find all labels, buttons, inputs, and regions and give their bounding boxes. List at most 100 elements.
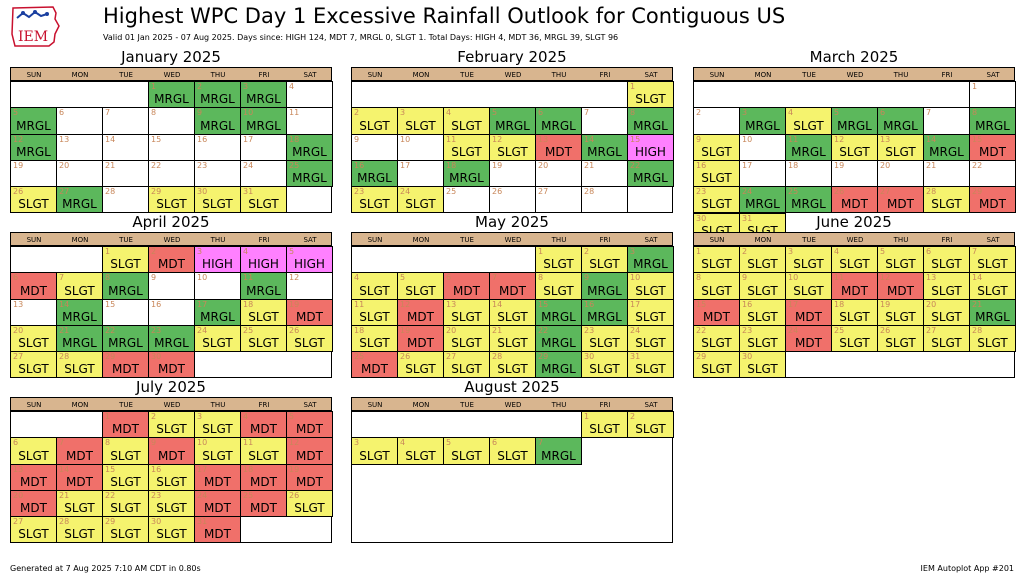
day-cell: 6 MRGL <box>535 107 582 135</box>
weekday-label: WED <box>846 236 864 244</box>
day-number: 12 <box>880 273 891 283</box>
weekday-header: SUN MON TUE WED THU FRI SAT <box>351 397 673 411</box>
risk-label: SLGT <box>747 362 778 377</box>
weekday-label: TUE <box>802 236 816 244</box>
risk-label: MDT <box>887 283 914 298</box>
risk-label: SLGT <box>110 448 141 463</box>
day-cell: 3 SLGT <box>785 246 832 274</box>
day-cell: 7 <box>923 107 970 135</box>
risk-label: MRGL <box>745 118 780 133</box>
day-cell: 30 SLGT <box>581 351 628 379</box>
day-cell: 22 MRGL <box>535 324 582 353</box>
day-cell: 8 SLGT <box>693 272 740 300</box>
day-cell: 31 SLGT <box>627 351 674 379</box>
day-cell: 23 SLGT <box>693 186 740 214</box>
risk-label: SLGT <box>451 362 482 377</box>
day-cell: 18 <box>785 159 832 188</box>
day-cell: 26 SLGT <box>286 324 333 353</box>
risk-label: SLGT <box>110 527 141 542</box>
day-cell: 4 <box>286 81 333 109</box>
generated-timestamp: Generated at 7 Aug 2025 7:10 AM CDT in 0… <box>10 564 201 573</box>
risk-label: MDT <box>361 362 388 377</box>
day-number: 28 <box>972 325 983 335</box>
day-number: 2 <box>151 247 157 256</box>
risk-label: SLGT <box>589 362 620 377</box>
day-cell: 10 SLGT <box>194 437 241 465</box>
weekday-label: THU <box>551 401 567 409</box>
day-cell: 30 SLGT <box>148 516 195 544</box>
day-cell: 17 MRGL <box>194 298 241 326</box>
day-number: 17 <box>788 299 799 309</box>
risk-label: SLGT <box>793 118 824 133</box>
weekday-label: WED <box>163 236 181 244</box>
day-number: 11 <box>289 108 300 118</box>
day-number: 29 <box>972 187 983 197</box>
day-number: 5 <box>13 108 19 118</box>
weekday-label: TUE <box>119 401 133 409</box>
risk-label: MRGL <box>929 144 964 159</box>
day-number: 24 <box>400 187 411 197</box>
day-cell: 23 MRGL <box>148 324 195 353</box>
day-cell: 1 SLGT <box>581 411 628 439</box>
day-number: 3 <box>197 247 203 256</box>
risk-label: SLGT <box>18 197 49 212</box>
day-number: 14 <box>972 273 983 283</box>
logo-text: IEM <box>18 29 48 45</box>
day-cell: 15 MDT <box>693 298 740 326</box>
risk-label: SLGT <box>202 448 233 463</box>
day-cell: 20 SLGT <box>10 324 57 353</box>
day-cell: 8 SLGT <box>102 437 149 465</box>
day-cell: 9 MDT <box>148 437 195 465</box>
day-number: 18 <box>354 325 365 335</box>
risk-label: MDT <box>250 474 277 489</box>
weekday-header: SUN MON TUE WED THU FRI SAT <box>10 397 332 411</box>
day-number: 28 <box>105 187 116 197</box>
risk-label: MDT <box>20 474 47 489</box>
day-number: 26 <box>13 187 24 197</box>
risk-label: MRGL <box>16 118 51 133</box>
day-cell: 7 MDT <box>489 272 536 300</box>
day-cell: 22 MRGL <box>627 159 674 188</box>
day-cell: 7 <box>102 107 149 135</box>
risk-label: MDT <box>841 197 868 212</box>
risk-label: SLGT <box>18 362 49 377</box>
day-number: 24 <box>630 325 641 335</box>
day-cell: 20 SLGT <box>443 324 490 353</box>
weekday-label: MON <box>71 71 89 79</box>
day-number: 22 <box>972 160 983 170</box>
day-cell: 3 SLGT <box>194 411 241 439</box>
day-cell: 8 SLGT <box>535 272 582 300</box>
day-number: 1 <box>105 412 111 421</box>
day-cell: 19 MDT <box>286 463 333 491</box>
risk-label: SLGT <box>359 336 390 351</box>
month-calendar: June 2025 SUN MON TUE WED THU FRI SAT 1 SLGT 2 SLGT… <box>693 213 1016 379</box>
weekday-label: FRI <box>599 71 611 79</box>
risk-label: MRGL <box>200 92 235 107</box>
weekday-label: SUN <box>26 71 42 79</box>
weekday-label: TUE <box>460 236 474 244</box>
risk-label: SLGT <box>405 197 436 212</box>
day-cell: 24 MDT <box>194 489 241 518</box>
day-cell: 12 SLGT <box>831 133 878 161</box>
month-calendar: March 2025 SUN MON TUE WED THU FRI SAT 1 2 3 MRGL 4 S… <box>693 48 1016 240</box>
day-number: 10 <box>400 134 411 144</box>
day-cell: 21 MRGL <box>56 324 103 353</box>
day-number: 16 <box>354 160 365 170</box>
day-number: 18 <box>788 160 799 170</box>
day-number: 30 <box>742 352 753 362</box>
risk-label: SLGT <box>589 257 620 272</box>
weekday-label: MON <box>412 401 430 409</box>
day-cell: 15 MDT <box>969 133 1016 161</box>
day-cell: 1 <box>969 81 1016 109</box>
day-number: 14 <box>105 134 116 144</box>
day-cell: 3 MRGL <box>240 81 287 109</box>
day-number: 26 <box>400 352 411 362</box>
day-number: 1 <box>630 82 636 91</box>
risk-label: MDT <box>112 362 139 377</box>
risk-label: SLGT <box>64 362 95 377</box>
month-title: February 2025 <box>457 48 567 66</box>
day-number: 9 <box>584 273 590 283</box>
weekday-label: SUN <box>26 401 42 409</box>
day-number: 23 <box>197 160 208 170</box>
day-number: 21 <box>105 160 116 170</box>
